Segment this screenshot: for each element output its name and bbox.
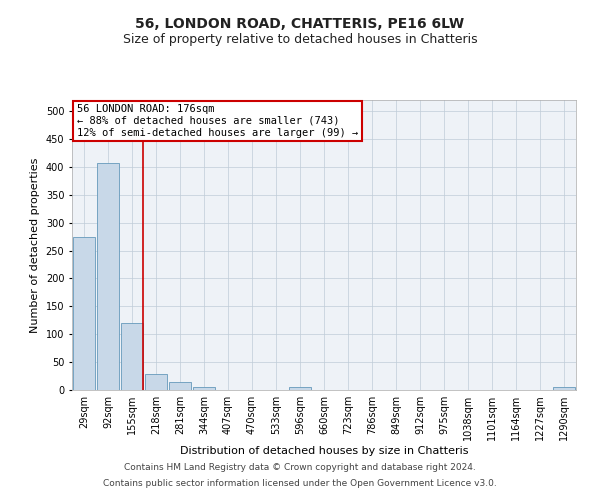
Text: Contains HM Land Registry data © Crown copyright and database right 2024.: Contains HM Land Registry data © Crown c… bbox=[124, 464, 476, 472]
Y-axis label: Number of detached properties: Number of detached properties bbox=[30, 158, 40, 332]
Text: Contains public sector information licensed under the Open Government Licence v3: Contains public sector information licen… bbox=[103, 478, 497, 488]
Bar bbox=[121, 323, 143, 390]
Text: 56 LONDON ROAD: 176sqm
← 88% of detached houses are smaller (743)
12% of semi-de: 56 LONDON ROAD: 176sqm ← 88% of detached… bbox=[77, 104, 358, 138]
X-axis label: Distribution of detached houses by size in Chatteris: Distribution of detached houses by size … bbox=[180, 446, 468, 456]
Bar bbox=[145, 374, 167, 390]
Bar bbox=[169, 382, 191, 390]
Bar bbox=[97, 163, 119, 390]
Bar bbox=[193, 387, 215, 390]
Bar bbox=[73, 236, 95, 390]
Bar bbox=[289, 387, 311, 390]
Bar bbox=[553, 387, 575, 390]
Text: Size of property relative to detached houses in Chatteris: Size of property relative to detached ho… bbox=[122, 32, 478, 46]
Text: 56, LONDON ROAD, CHATTERIS, PE16 6LW: 56, LONDON ROAD, CHATTERIS, PE16 6LW bbox=[136, 18, 464, 32]
